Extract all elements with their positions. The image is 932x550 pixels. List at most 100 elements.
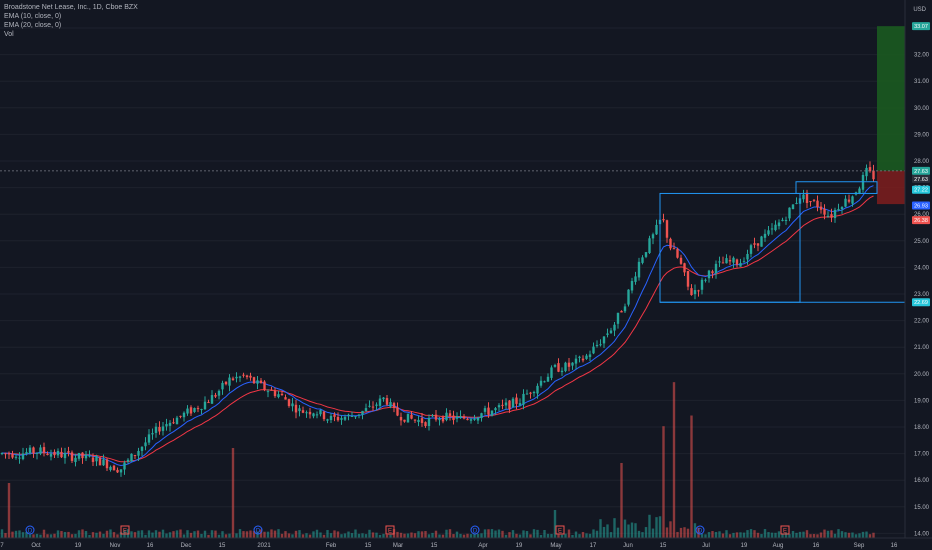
volume-bar (67, 531, 70, 538)
time-axis-bg (0, 538, 932, 550)
volume-bar (655, 517, 658, 538)
candle-body (399, 417, 403, 421)
volume-bar (546, 533, 550, 538)
candle-body (595, 345, 599, 347)
earnings-marker (555, 525, 565, 535)
volume-bar (396, 531, 399, 538)
volume-bar (32, 534, 35, 538)
candle (14, 453, 18, 460)
volume-bar (774, 532, 777, 538)
volume-bar (147, 530, 151, 538)
candle (732, 256, 735, 268)
volume-bar (277, 529, 280, 538)
candle (581, 355, 585, 363)
volume-bar (613, 518, 616, 538)
candle (158, 421, 161, 435)
candle-body (567, 362, 571, 367)
candle-body (795, 202, 798, 204)
candle-body (231, 378, 235, 380)
candle (508, 400, 511, 413)
volume-bar (270, 529, 273, 538)
candle (210, 390, 214, 404)
volume-bar (224, 534, 228, 538)
volume-bar (599, 519, 602, 538)
candle-body (375, 404, 378, 406)
symbol-title: Broadstone Net Lease, Inc., 1D, Cboe BZX (4, 4, 138, 11)
volume-bar (837, 529, 840, 538)
candle (0, 452, 4, 456)
candle-body (200, 409, 203, 411)
candle (651, 232, 655, 245)
candle (39, 444, 42, 456)
candle (795, 197, 798, 205)
candle (179, 415, 182, 419)
candle-body (263, 381, 266, 390)
candle-body (172, 422, 175, 424)
candle-body (403, 419, 406, 422)
candle-body (487, 407, 490, 415)
candle-body (39, 447, 42, 454)
y-tick-label: 32.00 (914, 53, 930, 59)
volume-bar (777, 531, 781, 538)
candle-body (578, 356, 581, 358)
volume-bar (151, 532, 154, 538)
volume-bar (14, 530, 18, 538)
candle-body (630, 281, 634, 291)
candle-body (0, 453, 4, 455)
volume-bar (403, 533, 406, 538)
price-tag (912, 298, 930, 307)
candles (0, 161, 875, 477)
x-tick-label: Jun (623, 543, 633, 549)
volume-bar (266, 531, 270, 538)
candle-body (641, 257, 644, 263)
volume-bar (130, 531, 133, 538)
candle (112, 464, 116, 471)
candle (217, 389, 221, 400)
candle (637, 257, 641, 281)
volume-bar (805, 530, 809, 538)
volume-bar (574, 531, 578, 538)
volume-bar (707, 532, 711, 538)
candle (424, 421, 427, 428)
candle (329, 413, 333, 424)
candle (837, 203, 840, 212)
candle (746, 249, 749, 265)
candle-body (802, 194, 805, 200)
candle-body (441, 417, 445, 422)
candle-body (21, 453, 25, 460)
volume-bar (676, 531, 679, 538)
x-tick-label: 16 (813, 543, 820, 549)
candle (427, 414, 431, 431)
volume-bar (77, 530, 81, 538)
candle (760, 235, 763, 247)
candle-body (7, 453, 11, 455)
candle (214, 392, 217, 398)
volume-bar (63, 532, 67, 538)
volume-bar (161, 529, 165, 538)
candle-body (746, 254, 749, 260)
candle-body (620, 310, 623, 313)
volume-bar (242, 531, 245, 538)
volume-bar (623, 519, 627, 538)
candle-body (791, 204, 795, 210)
volume-bar (756, 532, 760, 538)
x-tick-label: 2021 (257, 543, 271, 549)
candle-body (637, 261, 641, 278)
volume-bar (609, 532, 613, 538)
volume-bar (4, 533, 7, 538)
candle-body (308, 411, 312, 415)
candle (305, 410, 308, 418)
candle-body (340, 418, 343, 420)
candle (259, 377, 263, 384)
volume-bar (259, 529, 263, 538)
ema20-label: EMA (20, close, 0) (4, 22, 62, 29)
candle (672, 242, 676, 250)
candle-body (333, 414, 336, 417)
candle-body (774, 224, 777, 231)
volume-bar (669, 521, 672, 538)
volume-bar (294, 530, 298, 538)
candle (448, 410, 452, 421)
volume-bar (445, 529, 448, 538)
